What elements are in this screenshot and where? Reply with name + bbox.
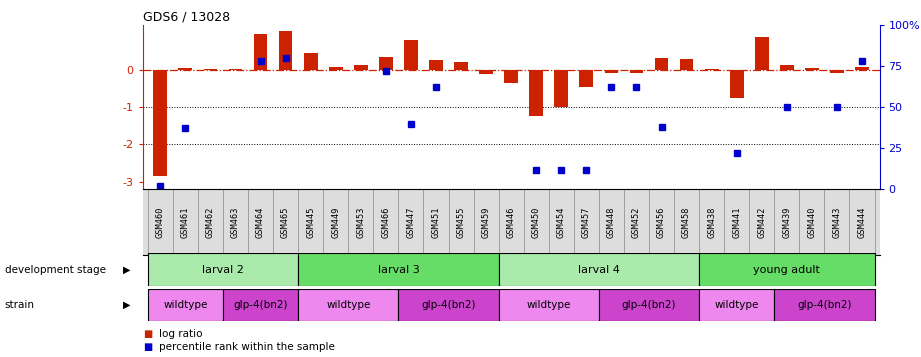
Text: ▶: ▶: [122, 265, 130, 275]
Bar: [147, 253, 298, 286]
Text: log ratio: log ratio: [159, 329, 203, 339]
Text: GSM445: GSM445: [306, 206, 315, 238]
Text: GSM456: GSM456: [657, 206, 666, 238]
Bar: [680, 59, 694, 70]
Text: GSM463: GSM463: [231, 206, 240, 238]
Text: glp-4(bn2): glp-4(bn2): [622, 300, 676, 310]
Bar: [147, 289, 223, 321]
Text: glp-4(bn2): glp-4(bn2): [233, 300, 287, 310]
Bar: [780, 65, 794, 70]
Text: GSM460: GSM460: [156, 206, 165, 238]
Text: GSM459: GSM459: [482, 206, 491, 238]
Bar: [599, 289, 699, 321]
Bar: [179, 68, 192, 70]
Bar: [154, 70, 168, 176]
Text: GSM450: GSM450: [531, 206, 541, 238]
Text: larval 2: larval 2: [202, 265, 244, 275]
Text: GSM447: GSM447: [406, 206, 415, 238]
Text: GSM464: GSM464: [256, 206, 265, 238]
Text: development stage: development stage: [5, 265, 106, 275]
Bar: [498, 289, 599, 321]
Text: GSM454: GSM454: [557, 206, 565, 238]
Bar: [699, 289, 775, 321]
Bar: [755, 37, 769, 70]
Bar: [379, 57, 392, 70]
Text: GSM444: GSM444: [857, 206, 867, 238]
Text: GSM448: GSM448: [607, 206, 616, 238]
Text: GSM461: GSM461: [181, 206, 190, 238]
Text: larval 3: larval 3: [378, 265, 419, 275]
Text: GSM465: GSM465: [281, 206, 290, 238]
Bar: [775, 289, 875, 321]
Bar: [579, 70, 593, 86]
Text: young adult: young adult: [753, 265, 821, 275]
Text: GSM441: GSM441: [732, 206, 741, 238]
Bar: [830, 70, 844, 73]
Text: GSM451: GSM451: [431, 206, 440, 238]
Text: GSM439: GSM439: [782, 206, 791, 238]
Bar: [298, 253, 498, 286]
Bar: [253, 34, 267, 70]
Bar: [329, 67, 343, 70]
Bar: [604, 70, 618, 73]
Bar: [279, 31, 293, 70]
Text: wildtype: wildtype: [527, 300, 571, 310]
Text: GSM443: GSM443: [833, 206, 842, 238]
Bar: [479, 70, 493, 74]
Bar: [805, 68, 819, 70]
Text: larval 4: larval 4: [578, 265, 620, 275]
Bar: [729, 70, 743, 98]
Bar: [304, 53, 318, 70]
Text: GSM438: GSM438: [707, 206, 717, 238]
Text: wildtype: wildtype: [715, 300, 759, 310]
Bar: [705, 69, 718, 70]
Bar: [298, 289, 399, 321]
Text: ■: ■: [143, 329, 152, 339]
Bar: [399, 289, 498, 321]
Text: strain: strain: [5, 300, 35, 310]
Bar: [404, 40, 418, 70]
Bar: [454, 61, 468, 70]
Bar: [354, 65, 367, 70]
Text: GDS6 / 13028: GDS6 / 13028: [143, 11, 230, 24]
Text: GSM462: GSM462: [206, 206, 215, 238]
Bar: [498, 253, 699, 286]
Text: ▶: ▶: [122, 300, 130, 310]
Text: GSM440: GSM440: [808, 206, 816, 238]
Text: GSM446: GSM446: [507, 206, 516, 238]
Text: wildtype: wildtype: [326, 300, 370, 310]
Bar: [228, 69, 242, 70]
Bar: [630, 70, 644, 73]
Text: GSM455: GSM455: [457, 206, 465, 238]
Text: glp-4(bn2): glp-4(bn2): [421, 300, 476, 310]
Text: GSM452: GSM452: [632, 206, 641, 238]
Text: ■: ■: [143, 342, 152, 352]
Text: percentile rank within the sample: percentile rank within the sample: [159, 342, 335, 352]
Bar: [429, 60, 443, 70]
Text: wildtype: wildtype: [163, 300, 207, 310]
Text: GSM453: GSM453: [356, 206, 366, 238]
Text: GSM458: GSM458: [682, 206, 691, 238]
Bar: [530, 70, 543, 116]
Bar: [655, 58, 669, 70]
Bar: [554, 70, 568, 107]
Text: GSM442: GSM442: [757, 206, 766, 238]
Bar: [223, 289, 298, 321]
Text: GSM457: GSM457: [582, 206, 591, 238]
Bar: [204, 69, 217, 70]
Text: GSM449: GSM449: [332, 206, 340, 238]
Text: GSM466: GSM466: [381, 206, 391, 238]
Text: glp-4(bn2): glp-4(bn2): [798, 300, 852, 310]
Bar: [699, 253, 875, 286]
Bar: [505, 70, 518, 83]
Bar: [855, 67, 869, 70]
